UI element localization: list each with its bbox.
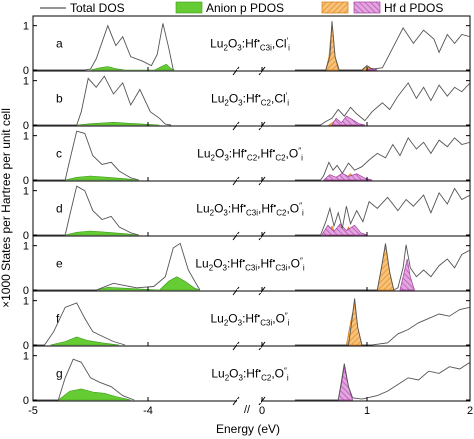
y-tick-label: 0 bbox=[23, 65, 29, 77]
total-dos-right bbox=[294, 21, 470, 71]
hf-d-pdos-pink bbox=[321, 223, 368, 236]
y-tick-label: 1 bbox=[23, 296, 29, 308]
anion-pdos-left bbox=[96, 276, 200, 291]
total-dos-left bbox=[33, 75, 172, 126]
panel-formula: Lu2O3:Hf•C2,O″i bbox=[211, 367, 289, 383]
total-dos-left bbox=[33, 358, 135, 401]
legend-swatch-hf-pink bbox=[353, 1, 381, 14]
y-tick-label: 1 bbox=[23, 186, 29, 198]
panel-formula: Lu2O3:Hf•C2,Hf•C2,O″i bbox=[197, 147, 303, 163]
y-tick-label: 0 bbox=[23, 230, 29, 242]
panel-formula: Lu2O3:Hf•C3i,Cl′i bbox=[210, 37, 290, 53]
y-tick-label: 1 bbox=[23, 76, 29, 88]
hf-d-pdos-orange bbox=[376, 245, 395, 291]
panel-formula: Lu2O3:Hf•C2,Cl′i bbox=[211, 92, 289, 108]
y-axis-label: ×1000 States per Hartree per unit cell bbox=[0, 108, 13, 308]
axis-break-label: // bbox=[244, 404, 251, 416]
x-tick-label: 1 bbox=[364, 405, 370, 417]
x-tick-label: 0 bbox=[259, 405, 265, 417]
panel-letter: g bbox=[56, 367, 63, 381]
legend-label-anion: Anion p PDOS bbox=[206, 1, 284, 15]
anion-pdos-left bbox=[57, 388, 131, 401]
panel-c: 0 1 c Lu2O3:Hf•C2,Hf•C2,O″i bbox=[23, 125, 471, 187]
y-tick-label: 0 bbox=[23, 285, 29, 297]
total-dos-right bbox=[294, 298, 470, 346]
legend-swatch-hf-orange bbox=[321, 1, 349, 14]
x-tick-label: -5 bbox=[28, 405, 38, 417]
total-dos-left bbox=[33, 130, 139, 181]
legend-label-total-dos: Total DOS bbox=[70, 1, 125, 15]
panel-letter: b bbox=[56, 92, 63, 106]
panel-letter: c bbox=[56, 147, 62, 161]
panel-letter: d bbox=[56, 202, 63, 216]
legend-swatch-anion bbox=[175, 1, 203, 14]
total-dos-left bbox=[33, 185, 139, 236]
y-tick-label: 0 bbox=[23, 175, 29, 187]
panel-e: 0 1 e Lu2O3:Hf•C3i,Hf•C3i,O″i bbox=[23, 235, 471, 297]
y-tick-label: 0 bbox=[23, 340, 29, 352]
x-axis-label: Energy (eV) bbox=[216, 422, 280, 436]
anion-pdos-left bbox=[50, 336, 120, 346]
legend: Total DOS Anion p PDOS Hf d PDOS bbox=[40, 1, 443, 15]
panel-letter: a bbox=[56, 37, 63, 51]
panel-formula: Lu2O3:Hf•C3i,Hf•C3i,O″i bbox=[195, 257, 304, 273]
anion-pdos-left bbox=[76, 121, 160, 126]
y-tick-label: 1 bbox=[23, 131, 29, 143]
hf-d-pdos-pink bbox=[322, 172, 373, 181]
total-dos-left bbox=[33, 242, 201, 291]
anion-pdos-left bbox=[65, 175, 139, 181]
y-tick-label: 1 bbox=[23, 351, 29, 363]
hf-d-pdos-pink bbox=[331, 115, 365, 126]
panel-a: 0 1 a Lu2O3:Hf•C3i,Cl′i bbox=[23, 15, 471, 77]
panel-g: 0 1 g Lu2O3:Hf•C2,O″i bbox=[23, 345, 471, 407]
total-dos-right bbox=[294, 187, 470, 236]
panel-formula: Lu2O3:Hf•C3i,O″i bbox=[210, 312, 289, 328]
y-tick-label: 0 bbox=[23, 120, 29, 132]
anion-pdos-left bbox=[90, 63, 175, 71]
hf-d-pdos-pink bbox=[399, 258, 415, 291]
y-tick-label: 0 bbox=[23, 395, 29, 407]
y-tick-label: 1 bbox=[23, 21, 29, 33]
panel-letter: f bbox=[56, 312, 60, 326]
y-tick-label: 1 bbox=[23, 241, 29, 253]
panel-formula: Lu2O3:Hf•C3i,Hf•C2,O″i bbox=[196, 202, 304, 218]
x-tick-label: 2 bbox=[467, 405, 473, 417]
hf-d-pdos-orange bbox=[345, 302, 363, 346]
total-dos-right bbox=[294, 82, 470, 126]
panel-letter: e bbox=[56, 257, 63, 271]
axis-break-mark bbox=[232, 396, 240, 406]
axes: -5 -4 0 1 2//Energy (eV)×1000 States per Har… bbox=[0, 108, 473, 436]
total-dos-left bbox=[33, 23, 174, 71]
panel-d: 0 1 d Lu2O3:Hf•C3i,Hf•C2,O″i bbox=[23, 180, 471, 242]
axis-break-mark bbox=[258, 396, 266, 406]
hf-d-pdos-orange bbox=[325, 23, 372, 71]
panel-b: 0 1 b Lu2O3:Hf•C2,Cl′i bbox=[23, 70, 471, 132]
total-dos-right bbox=[294, 137, 470, 181]
total-dos-right bbox=[294, 243, 470, 291]
legend-label-hf-d: Hf d PDOS bbox=[384, 1, 443, 15]
x-tick-label: -4 bbox=[143, 405, 153, 417]
axis-break-gap bbox=[237, 399, 261, 403]
total-dos-right bbox=[294, 361, 470, 401]
panel-f: 0 1 f Lu2O3:Hf•C3i,O″i bbox=[23, 290, 471, 352]
total-dos-left bbox=[33, 302, 126, 346]
